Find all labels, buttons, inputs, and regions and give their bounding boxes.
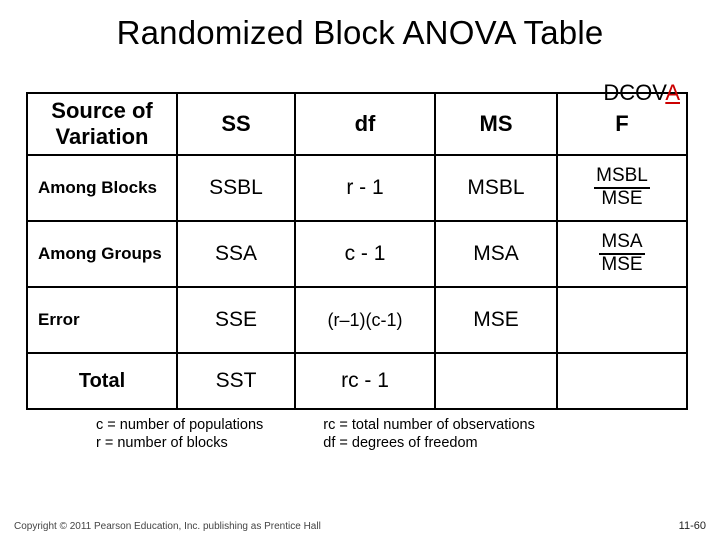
fraction-numerator: MSBL [594,166,650,189]
dcova-highlight: A [665,80,680,105]
row-label-blocks: Among Blocks [27,155,177,221]
cell-total-f-empty [557,353,687,409]
row-blocks: Among Blocks SSBL r - 1 MSBL MSBL MSE [27,155,687,221]
dcova-tag: DCOVA [603,80,680,106]
legend-col-right: rc = total number of observations df = d… [323,416,535,452]
row-label-error: Error [27,287,177,353]
legend-rc: rc = total number of observations [323,416,535,434]
row-label-total: Total [27,353,177,409]
cell-blocks-ss: SSBL [177,155,295,221]
col-header-ss: SS [177,93,295,155]
table-header-row: Source of Variation SS df MS F [27,93,687,155]
legend-c: c = number of populations [96,416,263,434]
slide-title: Randomized Block ANOVA Table [26,14,694,52]
cell-total-df: rc - 1 [295,353,435,409]
fraction-denominator: MSE [599,255,644,275]
dcova-prefix: DCOV [603,80,665,105]
row-error: Error SSE (r–1)(c-1) MSE [27,287,687,353]
cell-groups-ms: MSA [435,221,557,287]
col-header-source: Source of Variation [27,93,177,155]
legend-col-left: c = number of populations r = number of … [96,416,263,452]
page-number: 11-60 [679,520,706,532]
legend-r: r = number of blocks [96,434,263,452]
fraction: MSA MSE [599,232,644,275]
slide-container: Randomized Block ANOVA Table DCOVA Sourc… [0,0,720,540]
cell-blocks-f: MSBL MSE [557,155,687,221]
copyright-footer: Copyright © 2011 Pearson Education, Inc.… [14,521,321,532]
cell-error-f-empty [557,287,687,353]
cell-error-df: (r–1)(c-1) [295,287,435,353]
row-total: Total SST rc - 1 [27,353,687,409]
fraction-numerator: MSA [599,232,644,255]
cell-groups-ss: SSA [177,221,295,287]
cell-error-ms: MSE [435,287,557,353]
col-header-df: df [295,93,435,155]
anova-table: Source of Variation SS df MS F Among Blo… [26,92,688,410]
legend: c = number of populations r = number of … [26,416,694,452]
cell-blocks-df: r - 1 [295,155,435,221]
col-header-ms: MS [435,93,557,155]
row-groups: Among Groups SSA c - 1 MSA MSA MSE [27,221,687,287]
cell-groups-df: c - 1 [295,221,435,287]
cell-total-ss: SST [177,353,295,409]
cell-blocks-ms: MSBL [435,155,557,221]
cell-error-ss: SSE [177,287,295,353]
cell-total-ms-empty [435,353,557,409]
row-label-groups: Among Groups [27,221,177,287]
fraction: MSBL MSE [594,166,650,209]
fraction-denominator: MSE [594,189,650,209]
cell-groups-f: MSA MSE [557,221,687,287]
legend-df: df = degrees of freedom [323,434,535,452]
